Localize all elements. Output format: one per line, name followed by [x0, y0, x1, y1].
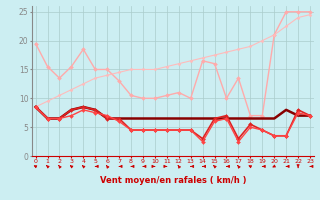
X-axis label: Vent moyen/en rafales ( km/h ): Vent moyen/en rafales ( km/h ): [100, 176, 246, 185]
